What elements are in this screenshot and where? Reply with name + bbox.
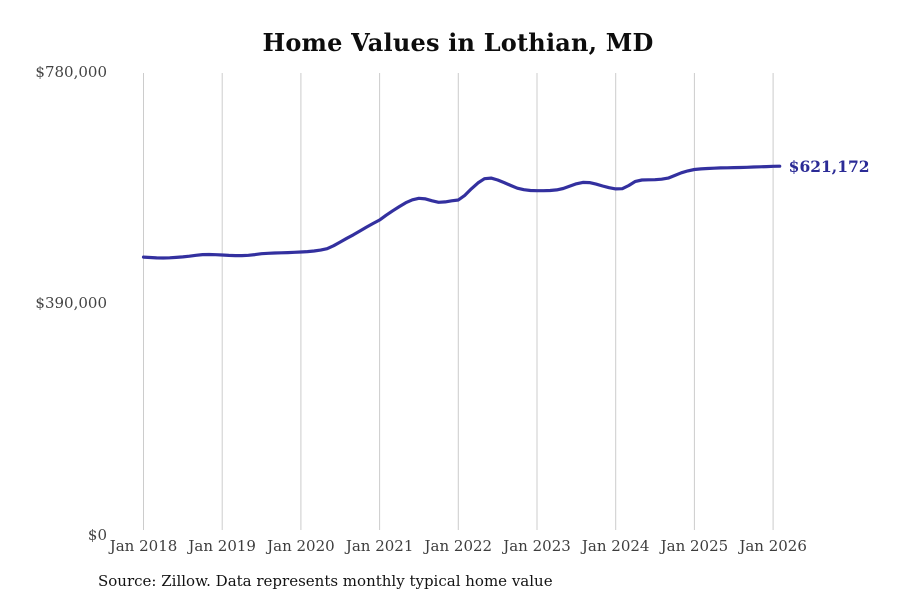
chart-title: Home Values in Lothian, MD xyxy=(262,28,654,57)
y-axis-tick-label: $780,000 xyxy=(35,63,107,81)
x-axis-tick-label: Jan 2022 xyxy=(424,537,493,555)
x-axis-tick-label: Jan 2024 xyxy=(581,537,650,555)
home-value-line xyxy=(141,164,782,260)
x-axis-tick-label: Jan 2020 xyxy=(267,537,335,555)
y-axis-tick-label: $0 xyxy=(87,525,107,544)
y-axis: $780,000 $390,000 $0 xyxy=(0,0,107,600)
x-axis-tick-label: Jan 2021 xyxy=(345,537,414,555)
source-note: Source: Zillow. Data represents monthly … xyxy=(98,572,553,590)
y-axis-tick-label: $390,000 xyxy=(35,294,107,313)
x-axis: Jan 2018 Jan 2019 Jan 2020 Jan 2021 Jan 2022… xyxy=(0,537,900,559)
x-axis-tick-label: Jan 2025 xyxy=(660,537,729,555)
x-axis-tick-label: Jan 2023 xyxy=(503,537,571,555)
x-axis-tick-label: Jan 2018 xyxy=(109,537,178,555)
x-axis-tick-label: Jan 2019 xyxy=(188,537,256,555)
x-axis-tick-label: Jan 2026 xyxy=(739,537,807,555)
current-value-label: $621,172 xyxy=(788,157,870,177)
